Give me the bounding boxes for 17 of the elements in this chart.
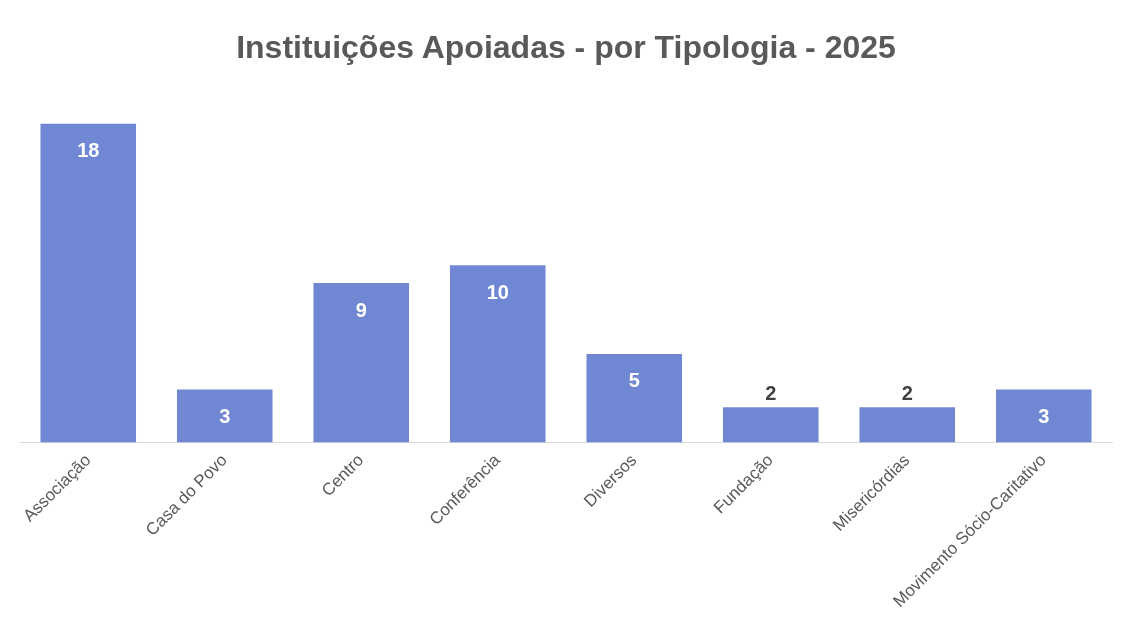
bar <box>586 353 683 443</box>
bar <box>40 123 137 443</box>
bar <box>313 283 410 443</box>
bar <box>449 265 546 443</box>
bar <box>176 389 273 443</box>
bar <box>722 407 819 443</box>
data-label: 18 <box>77 138 100 161</box>
bar <box>859 407 956 443</box>
data-label: 3 <box>1038 404 1050 427</box>
data-label: 10 <box>486 280 509 303</box>
chart-title: Instituições Apoiadas - por Tipologia - 2025 <box>236 29 896 66</box>
data-label: 5 <box>628 369 640 392</box>
data-label: 2 <box>901 381 913 404</box>
data-label: 9 <box>355 298 367 321</box>
bar <box>995 389 1092 443</box>
data-label: 3 <box>219 404 231 427</box>
data-label: 2 <box>765 381 777 404</box>
